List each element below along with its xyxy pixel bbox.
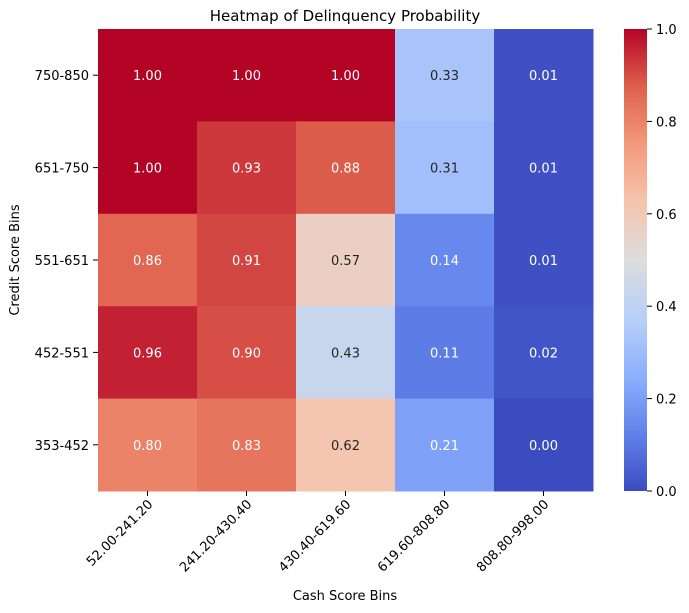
y-tick-label: 353-452: [35, 439, 89, 454]
cell-value-label: 0.90: [232, 346, 261, 361]
heatmap-cell: [395, 213, 495, 307]
heatmap-cell-labels: 1.00 1.00 1.00 0.33 0.01 1.00 0.93 0.88 0.31 0.01…: [133, 69, 558, 454]
cell-value-label: 0.57: [331, 254, 360, 269]
heatmap-cell: [494, 398, 594, 492]
heatmap-cell: [98, 398, 198, 492]
cell-value-label: 1.00: [133, 69, 162, 84]
heatmap-cell: [98, 213, 198, 307]
cell-value-label: 1.00: [331, 69, 360, 84]
cell-value-label: 0.86: [133, 254, 162, 269]
colorbar-tick-label: 0.8: [656, 115, 677, 130]
chart-title: Heatmap of Delinquency Probability: [210, 7, 481, 25]
cell-value-label: 0.96: [133, 346, 162, 361]
heatmap-cells: [98, 29, 594, 492]
cell-value-label: 1.00: [133, 162, 162, 177]
cell-value-label: 0.33: [430, 69, 459, 84]
colorbar: 0.0 0.2 0.4 0.6 0.8 1.0: [624, 23, 677, 500]
heatmap-cell: [395, 306, 495, 400]
cell-value-label: 0.02: [529, 346, 558, 361]
heatmap-cell: [395, 29, 495, 122]
colorbar-tick-label: 0.6: [656, 208, 677, 223]
x-tick-label: 52.00-241.20: [84, 497, 156, 569]
x-axis-label: Cash Score Bins: [293, 589, 398, 604]
heatmap-cell: [197, 398, 297, 492]
y-tick-label: 452-551: [35, 346, 89, 361]
heatmap-cell: [296, 213, 396, 307]
x-tick-label: 808.80-998.00: [474, 497, 552, 575]
heatmap-cell: [197, 29, 297, 122]
colorbar-tick-label: 0.0: [656, 485, 677, 500]
cell-value-label: 0.00: [529, 439, 558, 454]
cell-value-label: 0.01: [529, 254, 558, 269]
heatmap-cell: [296, 29, 396, 122]
heatmap-cell: [98, 306, 198, 400]
heatmap-cell: [296, 306, 396, 400]
x-tick-label: 241.20-430.40: [177, 497, 255, 575]
cell-value-label: 0.62: [331, 439, 360, 454]
cell-value-label: 0.93: [232, 162, 261, 177]
x-tick-label: 430.40-619.60: [276, 497, 354, 575]
cell-value-label: 0.14: [430, 254, 459, 269]
heatmap-cell: [197, 213, 297, 307]
colorbar-tick-label: 0.4: [656, 300, 677, 315]
y-axis: 750-850 651-750 551-651 452-551 353-452: [35, 69, 98, 454]
heatmap-cell: [395, 121, 495, 215]
cell-value-label: 0.43: [331, 346, 360, 361]
heatmap-cell: [494, 306, 594, 400]
cell-value-label: 0.88: [331, 162, 360, 177]
heatmap-cell: [98, 121, 198, 215]
heatmap-cell: [197, 121, 297, 215]
cell-value-label: 0.01: [529, 69, 558, 84]
heatmap-cell: [494, 121, 594, 215]
heatmap-cell: [494, 29, 594, 122]
colorbar-gradient: [624, 29, 647, 491]
colorbar-tick-label: 0.2: [656, 393, 677, 408]
cell-value-label: 0.11: [430, 346, 459, 361]
y-tick-label: 651-750: [35, 162, 89, 177]
y-tick-label: 750-850: [35, 69, 89, 84]
colorbar-tick-label: 1.0: [656, 23, 677, 38]
y-tick-label: 551-651: [35, 254, 89, 269]
heatmap-cell: [296, 398, 396, 492]
x-axis: 52.00-241.20 241.20-430.40 430.40-619.60 61…: [84, 491, 552, 575]
cell-value-label: 0.91: [232, 254, 261, 269]
cell-value-label: 1.00: [232, 69, 261, 84]
cell-value-label: 0.80: [133, 439, 162, 454]
x-tick-label: 619.60-808.80: [375, 497, 453, 575]
cell-value-label: 0.01: [529, 162, 558, 177]
cell-value-label: 0.21: [430, 439, 459, 454]
heatmap-cell: [98, 29, 198, 122]
heatmap-cell: [296, 121, 396, 215]
cell-value-label: 0.31: [430, 162, 459, 177]
cell-value-label: 0.83: [232, 439, 261, 454]
y-axis-label: Credit Score Bins: [8, 204, 23, 316]
heatmap-cell: [494, 213, 594, 307]
heatmap-cell: [197, 306, 297, 400]
heatmap-cell: [395, 398, 495, 492]
